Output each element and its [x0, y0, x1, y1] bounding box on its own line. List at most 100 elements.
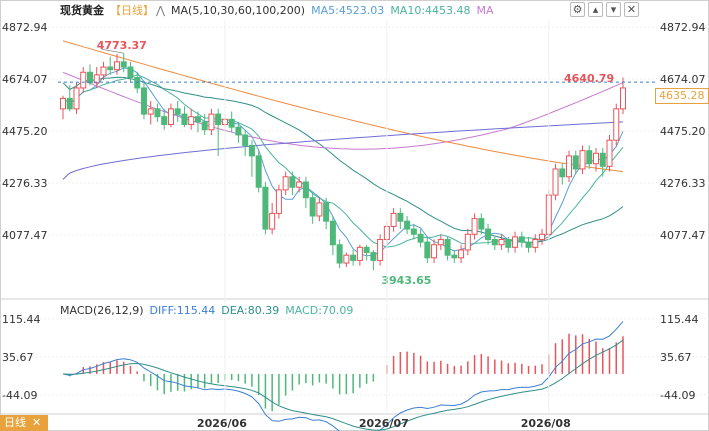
ma60-line [62, 71, 624, 150]
candle-body [215, 113, 222, 126]
candle-body [458, 249, 465, 259]
dea-value: DEA:80.39 [221, 304, 280, 317]
price-tick-label-left: 4475.20 [2, 125, 48, 138]
candle-body [579, 150, 586, 170]
ma-label[interactable]: MA(5,10,30,60,100,200) [171, 4, 306, 17]
candle-body [323, 202, 330, 222]
candle-body [66, 97, 73, 110]
macd-label[interactable]: MACD(26,12,9) [60, 304, 144, 317]
candle-body [201, 121, 208, 131]
diff-line [62, 321, 624, 431]
candle-body [181, 113, 188, 126]
price-tick-label-left: 4077.47 [2, 229, 48, 242]
candle-body [498, 239, 505, 246]
down-icon[interactable]: ▾ [606, 2, 621, 17]
close-icon[interactable]: ✕ [624, 2, 639, 17]
ma-more[interactable]: MA [476, 4, 494, 17]
candle-body [478, 218, 485, 230]
ma5-value: MA5:4523.03 [311, 4, 385, 17]
candle-body [370, 252, 377, 261]
candle-body [552, 168, 559, 196]
price-tick-label-right: 4475.20 [660, 125, 706, 138]
candle-body [444, 239, 451, 256]
close-tab-icon[interactable]: ✕ [32, 416, 42, 429]
candle-body [302, 181, 309, 199]
candle-body [410, 228, 417, 235]
candle-body [356, 246, 363, 261]
candle-body [309, 197, 316, 217]
candle-body [620, 87, 626, 110]
candle-body [255, 155, 262, 188]
candle-body [606, 139, 613, 167]
candle-body [282, 176, 289, 191]
candle-body [113, 61, 120, 71]
candle-body [512, 236, 519, 248]
high-annotation: 4773.37 [97, 39, 147, 52]
candle-body [296, 181, 303, 188]
dea-line [62, 339, 624, 431]
candle-body [194, 116, 201, 123]
candle-body [167, 108, 174, 126]
price-tick-label-right: 4077.47 [660, 229, 706, 242]
last-annotation: 4640.79 [564, 72, 614, 85]
ma10-line [62, 74, 624, 248]
candle-body [80, 71, 87, 89]
candle-body [599, 152, 606, 167]
candle-body [289, 176, 296, 188]
candle-body [343, 254, 350, 264]
settings-icon[interactable]: ⚙ [570, 2, 585, 17]
candle-body [559, 168, 566, 178]
candle-body [404, 220, 411, 230]
low-annotation: 3943.65 [381, 274, 431, 287]
macd-header: MACD(26,12,9) DIFF:115.44 DEA:80.39 MACD:70… [60, 304, 359, 317]
candle-body [417, 233, 424, 243]
candle-body [431, 244, 438, 259]
candle-body [60, 97, 66, 110]
candle-body [188, 116, 195, 126]
diff-value: DIFF:115.44 [149, 304, 216, 317]
candle-body [350, 254, 357, 261]
instrument-name: 现货黄金 [60, 4, 104, 17]
candle-body [437, 239, 444, 246]
candle-body [424, 241, 431, 259]
candle-body [86, 71, 93, 84]
candle-body [329, 220, 336, 246]
main-header: 现货黄金 【日线】 ⋀ MA(5,10,30,60,100,200) MA5:4523.… [60, 2, 500, 18]
candle-body [471, 218, 478, 235]
candle-body [518, 236, 525, 243]
up-icon[interactable]: ▴ [588, 2, 603, 17]
price-tick-label-left: 4276.33 [2, 177, 48, 190]
ma-icon: ⋀ [156, 4, 166, 17]
candle-body [242, 134, 249, 146]
candle-body [161, 116, 168, 126]
period-label[interactable]: 【日线】 [110, 4, 154, 17]
date-tick-label: 2026/07 [359, 417, 409, 430]
ma5-line [62, 67, 624, 257]
date-tick-label: 2026/08 [521, 417, 571, 430]
candle-body [485, 228, 492, 241]
high-annotation-leader [101, 48, 124, 54]
candle-body [107, 66, 114, 71]
period-tab-label: 日线 [4, 416, 26, 429]
candle-body [275, 189, 282, 214]
candle-body [262, 186, 269, 230]
candle-body [174, 108, 181, 115]
candle-body [451, 254, 458, 259]
candle-body [269, 212, 276, 230]
candle-body [127, 66, 134, 78]
candle-body [134, 76, 141, 89]
candle-body [566, 155, 573, 178]
macd-tick-label-left: 115.44 [2, 313, 41, 326]
candle-body [613, 108, 620, 141]
candle-body [390, 212, 397, 227]
candle-body [377, 239, 384, 261]
candle-body [120, 61, 127, 68]
period-tab[interactable]: 日线 ✕ [0, 415, 48, 431]
candle-body [154, 108, 161, 118]
macd-tick-label-right: 115.44 [660, 313, 699, 326]
candle-body [505, 239, 512, 248]
candle-body [73, 87, 80, 110]
ma100-line [62, 40, 624, 173]
